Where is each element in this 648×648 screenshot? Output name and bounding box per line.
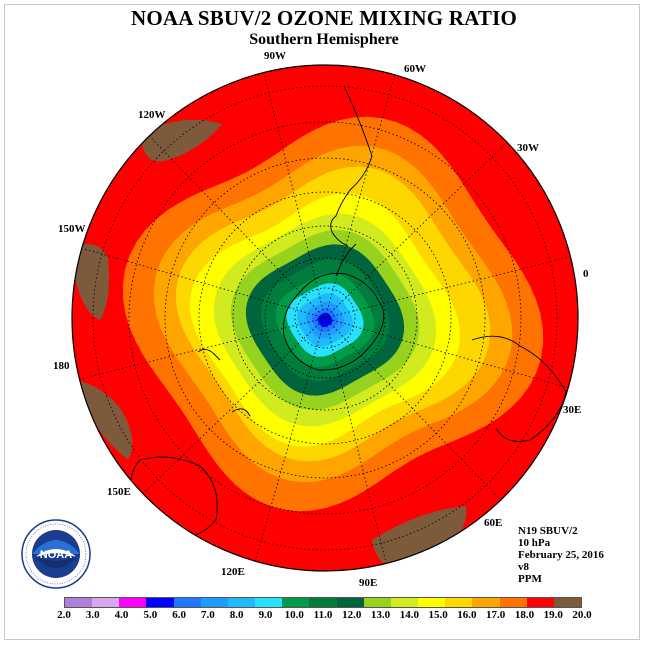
- colorbar-swatch: [336, 598, 364, 607]
- colorbar-tick-label: 17.0: [486, 609, 506, 621]
- version-label: v8: [518, 561, 529, 573]
- meridian-line: [324, 137, 513, 319]
- colorbar-swatch: [119, 598, 147, 607]
- coastline: [282, 272, 385, 371]
- colorbar-tick-label: 15.0: [428, 609, 448, 621]
- colorbar-tick-label: 10.0: [284, 609, 304, 621]
- lon-label-30w: 30W: [517, 142, 539, 154]
- colorbar-tick-label: 14.0: [399, 609, 419, 621]
- coastline: [471, 335, 567, 442]
- meridian-line: [261, 65, 326, 319]
- latitude-circle: [128, 121, 522, 515]
- colorbar-tick-label: 8.0: [229, 609, 244, 621]
- coastline: [197, 349, 221, 361]
- coastlines: [129, 85, 567, 539]
- meridian-line: [144, 130, 326, 319]
- colorbar-swatch: [499, 598, 527, 607]
- date-label: February 25, 2016: [518, 549, 604, 561]
- lon-label-120e: 120E: [221, 566, 245, 578]
- colorbar-tick-label: 6.0: [172, 609, 186, 621]
- latitude-circle: [232, 225, 418, 411]
- meridian-line: [72, 317, 326, 382]
- colorbar-tick-label: 16.0: [457, 609, 477, 621]
- latitude-circle: [92, 85, 558, 551]
- colorbar-swatch: [173, 598, 201, 607]
- lon-label-0: 0: [583, 268, 589, 280]
- satellite-label: N19 SBUV/2: [518, 525, 578, 537]
- ozone-contours: [72, 116, 544, 570]
- globe-outline: [71, 64, 579, 572]
- colorbar-swatch: [445, 598, 473, 607]
- figure-frame: [4, 4, 640, 640]
- coastline: [330, 85, 373, 247]
- colorbar-tick-label: 4.0: [114, 609, 129, 621]
- lon-label-60e: 60E: [484, 517, 503, 529]
- ozone-maximum-patch: [372, 506, 467, 570]
- colorbar: [64, 597, 582, 608]
- colorbar-swatch: [200, 598, 228, 607]
- colorbar-swatch: [92, 598, 120, 607]
- units-label: PPM: [518, 573, 542, 585]
- colorbar-swatch: [526, 598, 554, 607]
- meridian-line: [324, 317, 576, 391]
- meridian-line: [74, 245, 326, 319]
- lon-label-60w: 60W: [404, 63, 426, 75]
- colorbar-swatch: [255, 598, 283, 607]
- lon-label-120w: 120W: [138, 109, 166, 121]
- lon-label-180: 180: [53, 360, 70, 372]
- colorbar-swatch: [146, 598, 174, 607]
- meridian-line: [324, 317, 506, 506]
- coastline: [231, 408, 251, 417]
- meridian-line: [324, 254, 578, 319]
- map-subtitle: Southern Hemisphere: [249, 31, 399, 48]
- colorbar-swatch: [363, 598, 391, 607]
- colorbar-tick-label: 3.0: [85, 609, 100, 621]
- colorbar-swatch: [553, 598, 581, 607]
- colorbar-tick-label: 7.0: [201, 609, 215, 621]
- lat-lon-grid: [72, 65, 578, 571]
- colorbar-tick-label: 20.0: [572, 609, 592, 621]
- colorbar-ticks: 2.0 3.0 4.0 5.0 6.0 7.0 8.0 9.0 10.0 11.0 12.0 13.0…: [57, 609, 592, 625]
- ozone-maximum-patch: [140, 119, 222, 162]
- ozone-maximum-patch: [74, 380, 133, 460]
- colorbar-tick-label: 9.0: [258, 609, 273, 621]
- colorbar-tick-label: 19.0: [543, 609, 563, 621]
- colorbar-swatch: [472, 598, 500, 607]
- lon-label-30e: 30E: [563, 404, 582, 416]
- ozone-maximum-patch: [72, 244, 109, 320]
- colorbar-tick-label: 18.0: [514, 609, 535, 621]
- meridian-line: [137, 317, 326, 499]
- svg-text:NOAA: NOAA: [40, 549, 72, 561]
- metadata-block: N19 SBUV/2 10 hPa February 25, 2016 v8 P…: [518, 525, 604, 585]
- colorbar-swatch: [309, 598, 337, 607]
- meridian-line: [324, 67, 398, 319]
- pressure-label: 10 hPa: [518, 537, 551, 549]
- lon-label-150e: 150E: [107, 486, 131, 498]
- map-title: NOAA SBUV/2 OZONE MIXING RATIO: [131, 6, 517, 30]
- colorbar-swatch: [65, 598, 93, 607]
- meridian-line: [252, 317, 326, 569]
- colorbar-swatch: [418, 598, 446, 607]
- colorbar-swatch: [282, 598, 310, 607]
- latitude-circle: [264, 257, 386, 379]
- colorbar-swatch: [227, 598, 256, 607]
- colorbar-tick-label: 11.0: [313, 609, 333, 621]
- latitude-circle: [198, 191, 452, 445]
- colorbar-tick-label: 5.0: [143, 609, 158, 621]
- ozone-band-5: [317, 312, 333, 328]
- colorbar-swatch: [390, 598, 419, 607]
- lon-label-90e: 90E: [359, 577, 378, 589]
- lon-label-150w: 150W: [58, 223, 86, 235]
- colorbar-tick-label: 12.0: [342, 609, 362, 621]
- colorbar-tick-label: 13.0: [370, 609, 391, 621]
- coastline: [335, 243, 357, 277]
- latitude-circle: [294, 287, 356, 349]
- colorbar-tick-label: 2.0: [57, 609, 71, 621]
- noaa-logo: NOAA: [21, 519, 91, 589]
- lon-label-90w: 90W: [264, 50, 286, 62]
- meridian-line: [324, 317, 389, 571]
- latitude-circle: [164, 157, 486, 479]
